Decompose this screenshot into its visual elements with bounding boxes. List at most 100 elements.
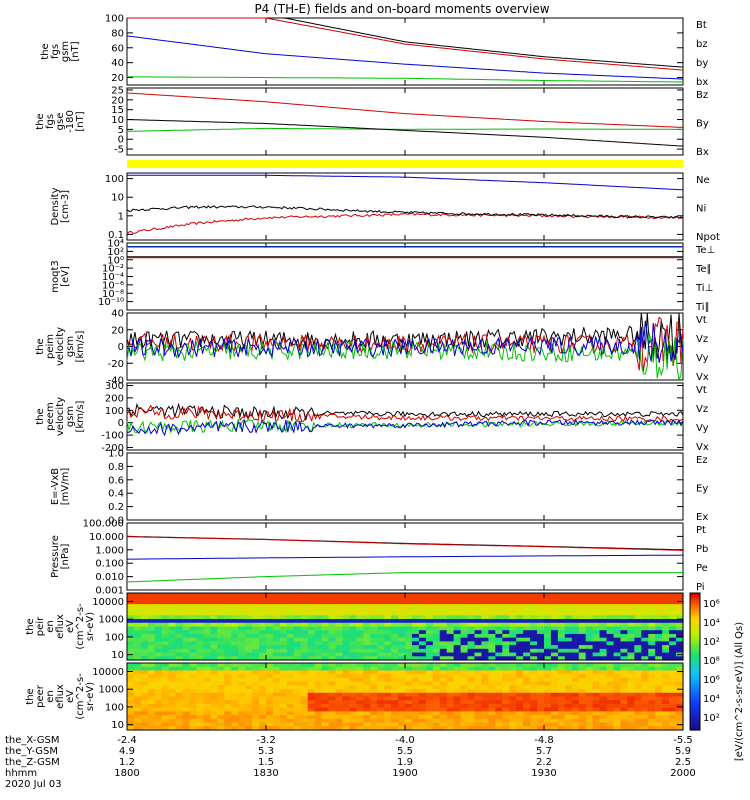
heatmap-cell [432,726,441,731]
heatmap-cell [550,604,559,609]
heatmap-cell [564,600,573,605]
heatmap-cell [405,703,413,709]
heatmap-cell [384,633,392,639]
heatmap-cell [405,648,413,654]
heatmap-cell [606,703,615,709]
heatmap-cell [662,726,670,731]
y-axis-label: [km/s] [75,400,86,432]
heatmap-cell [321,600,330,605]
heatmap-cell [474,596,483,602]
heatmap-cell [669,700,677,705]
heatmap-cell [259,674,267,679]
heatmap-cell [363,652,371,657]
heatmap-cell [571,722,580,727]
heatmap-cell [154,630,163,635]
heatmap-cell [127,707,135,712]
heatmap-cell [592,663,601,668]
heatmap-cell [439,630,448,635]
heatmap-cell [231,593,239,598]
heatmap-cell [523,615,531,620]
heatmap-cell [550,681,559,686]
heatmap-cell [557,666,566,672]
heatmap-cell [620,715,628,720]
heatmap-cell [384,615,392,620]
heatmap-cell [557,696,566,701]
heatmap-cell [398,615,406,620]
heatmap-cell [676,663,684,668]
heatmap-cell [502,637,510,642]
heatmap-cell [127,633,135,639]
heatmap-cell [509,652,517,657]
heatmap-cell [307,685,316,690]
heatmap-cell [189,666,198,672]
heatmap-cell [370,696,378,701]
heatmap-cell [175,670,184,675]
heatmap-cell [398,600,406,605]
heatmap-cell [564,622,573,628]
heatmap-cell [231,626,239,631]
heatmap-cell [300,656,309,661]
heatmap-cell [662,700,670,705]
colorbar-cell [690,709,700,713]
heatmap-cell [564,645,573,650]
heatmap-cell [279,615,288,620]
heatmap-cell [203,611,211,616]
heatmap-cell [474,670,483,675]
heatmap-cell [328,619,337,624]
heatmap-cell [516,689,524,694]
heatmap-cell [266,692,274,698]
heatmap-cell [147,604,156,609]
y-axis-label: the [35,408,46,424]
heatmap-cell [189,641,198,646]
heatmap-cell [418,633,427,639]
heatmap-cell [175,707,184,712]
heatmap-cell [168,622,177,628]
heatmap-cell [648,593,656,598]
heatmap-cell [669,689,677,694]
heatmap-cell [655,637,663,642]
heatmap-cell [391,696,399,701]
heatmap-cell [432,677,441,683]
heatmap-cell [509,707,517,712]
heatmap-cell [439,670,448,675]
heatmap-cell [578,645,587,650]
heatmap-cell [425,700,434,705]
heatmap-cell [634,707,642,712]
heatmap-cell [307,645,316,650]
heatmap-cell [655,711,663,716]
colorbar-cell [690,684,700,688]
heatmap-cell [662,703,670,709]
heatmap-cell [391,703,399,709]
heatmap-cell [550,670,559,675]
heatmap-cell [398,722,406,727]
heatmap-cell [356,681,364,686]
heatmap-cell [676,703,684,709]
heatmap-cell [356,711,364,716]
heatmap-cell [537,656,545,661]
heatmap-cell [495,722,503,727]
heatmap-cell [620,670,628,675]
heatmap-cell [168,630,177,635]
heatmap-cell [377,622,385,628]
heatmap-cell [224,700,232,705]
heatmap-cell [405,711,413,716]
heatmap-cell [300,637,309,642]
heatmap-cell [439,681,448,686]
heatmap-cell [307,674,316,679]
heatmap-cell [321,681,330,686]
heatmap-cell [676,718,684,724]
heatmap-cell [544,615,552,620]
heatmap-cell [391,718,399,724]
heatmap-cell [168,593,177,598]
colorbar-cell [690,595,700,599]
legend-Pb: Pb [696,544,708,555]
colorbar-cell [690,636,700,640]
colorbar-cell [690,629,700,633]
heatmap-cell [175,626,184,631]
colorbar-cell [690,707,700,711]
heatmap-cell [474,607,483,613]
heatmap-cell [279,663,288,668]
x-tick-label: 1.5 [258,757,274,768]
heatmap-cell [627,711,635,716]
